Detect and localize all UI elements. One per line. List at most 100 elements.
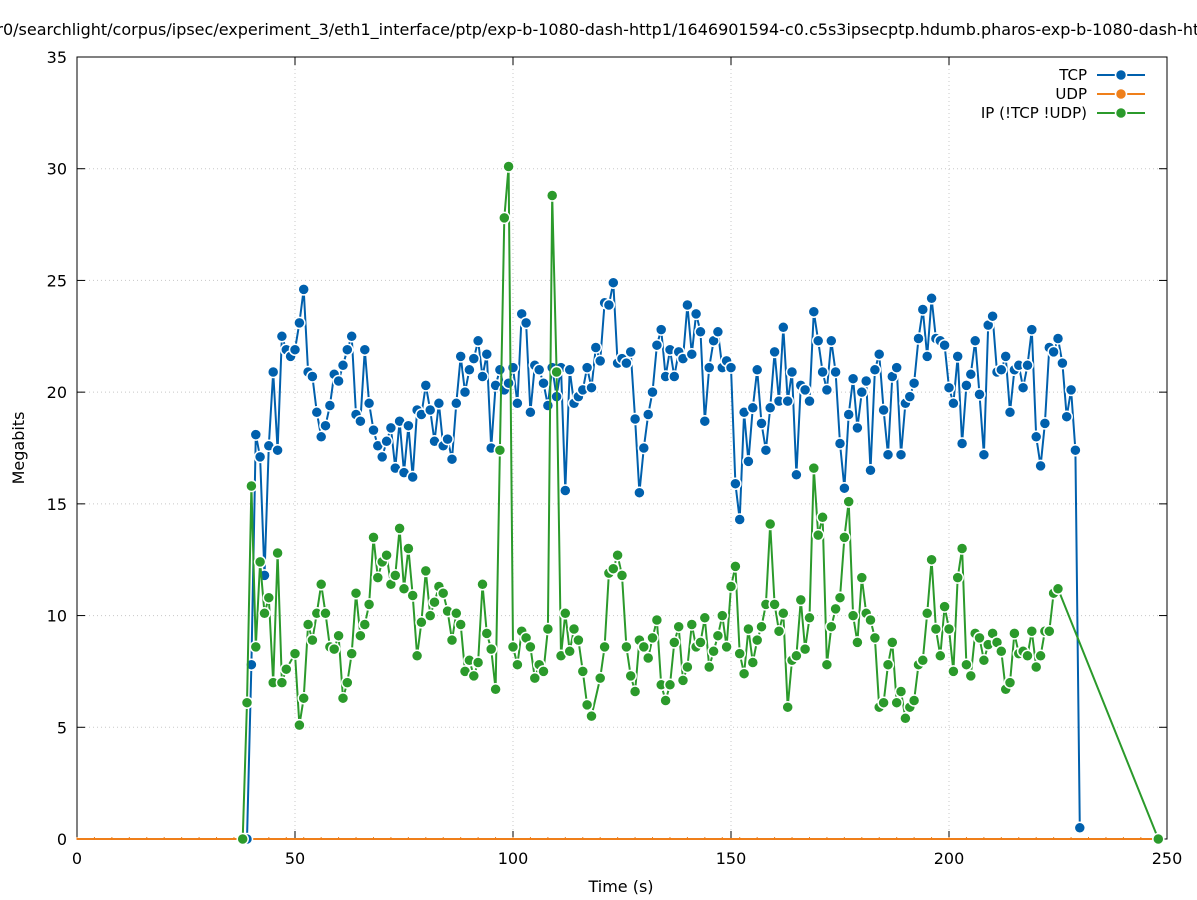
data-point <box>445 452 459 466</box>
y-tick-label: 15 <box>47 495 67 514</box>
data-point <box>406 470 419 484</box>
data-point <box>947 665 960 678</box>
data-point <box>750 363 764 377</box>
data-point <box>1025 624 1039 638</box>
data-point <box>258 607 271 620</box>
data-point <box>724 361 738 374</box>
data-point <box>249 640 263 654</box>
data-point <box>367 531 380 544</box>
data-point <box>362 598 376 611</box>
y-tick-label: 35 <box>47 48 67 67</box>
data-point <box>362 397 376 410</box>
x-tick-label: 100 <box>498 849 529 868</box>
data-point <box>637 441 651 455</box>
x-tick-label: 200 <box>934 849 965 868</box>
data-point <box>768 345 781 359</box>
data-point <box>733 647 746 660</box>
data-point <box>872 347 886 361</box>
data-point <box>245 479 258 493</box>
data-point <box>1152 832 1165 846</box>
data-point <box>559 484 572 497</box>
data-point <box>293 316 306 330</box>
data-point <box>886 636 899 649</box>
data-point <box>1043 624 1056 638</box>
data-point <box>314 430 328 444</box>
data-point <box>702 361 716 374</box>
data-point <box>868 631 882 645</box>
plot-frame <box>76 56 1168 840</box>
data-point <box>275 676 289 689</box>
data-point <box>519 316 533 330</box>
legend-label: TCP <box>1058 66 1087 84</box>
data-point <box>271 546 284 560</box>
data-point <box>641 651 655 665</box>
grid <box>77 57 1167 839</box>
data-point <box>467 352 481 365</box>
data-point <box>358 343 372 356</box>
data-point <box>332 629 345 642</box>
data-point <box>402 419 415 432</box>
data-point <box>397 582 411 596</box>
data-point <box>467 669 481 683</box>
data-point <box>807 461 821 475</box>
data-point <box>1069 443 1082 457</box>
data-point <box>498 211 511 225</box>
data-point <box>641 408 655 421</box>
data-point <box>502 160 515 173</box>
data-point <box>367 423 380 437</box>
data-point <box>777 607 790 620</box>
data-point <box>511 397 524 410</box>
data-point <box>423 403 437 417</box>
data-point <box>1021 359 1034 372</box>
data-point <box>450 607 463 620</box>
data-point <box>790 468 803 482</box>
data-point <box>916 303 930 316</box>
data-point <box>763 401 777 415</box>
data-point <box>341 676 354 689</box>
data-point <box>1003 406 1017 419</box>
data-point <box>240 696 254 709</box>
data-point <box>628 412 642 426</box>
data-point <box>1038 417 1052 430</box>
data-point <box>301 618 315 631</box>
data-point <box>894 448 908 461</box>
data-point <box>585 381 598 394</box>
data-point <box>663 678 677 692</box>
x-axis-label: Time (s) <box>587 877 653 896</box>
data-point <box>511 658 524 671</box>
data-point <box>772 624 786 638</box>
data-point <box>593 354 607 368</box>
data-point <box>541 399 555 412</box>
axis-ticks: 0 5 10 15 20 25 30 35 0 50 100 150 200 250 <box>47 48 1183 868</box>
data-point <box>419 379 433 392</box>
data-point <box>711 325 725 339</box>
data-point <box>306 370 319 383</box>
data-point <box>955 542 969 555</box>
x-tick-label: 0 <box>72 849 82 868</box>
data-point <box>659 694 672 707</box>
y-tick-label: 25 <box>47 271 67 290</box>
data-point <box>668 370 681 383</box>
legend-label: UDP <box>1055 85 1087 103</box>
data-point <box>253 555 267 569</box>
data-point <box>593 671 607 685</box>
data-point <box>1003 676 1017 689</box>
data-point <box>1051 582 1065 596</box>
data-point <box>890 696 903 709</box>
data-point <box>689 307 703 321</box>
data-point <box>746 401 760 415</box>
data-point <box>323 399 337 412</box>
data-point <box>502 376 515 390</box>
data-point <box>297 691 310 705</box>
data-point <box>785 365 799 379</box>
data-point <box>589 341 603 354</box>
data-point <box>995 645 1008 658</box>
x-tick-label: 50 <box>285 849 305 868</box>
data-point <box>506 640 520 654</box>
data-point <box>545 189 559 202</box>
data-point <box>790 649 803 663</box>
data-point <box>480 627 494 640</box>
data-point <box>1016 381 1030 394</box>
data-point <box>275 330 289 343</box>
data-point <box>541 622 555 636</box>
